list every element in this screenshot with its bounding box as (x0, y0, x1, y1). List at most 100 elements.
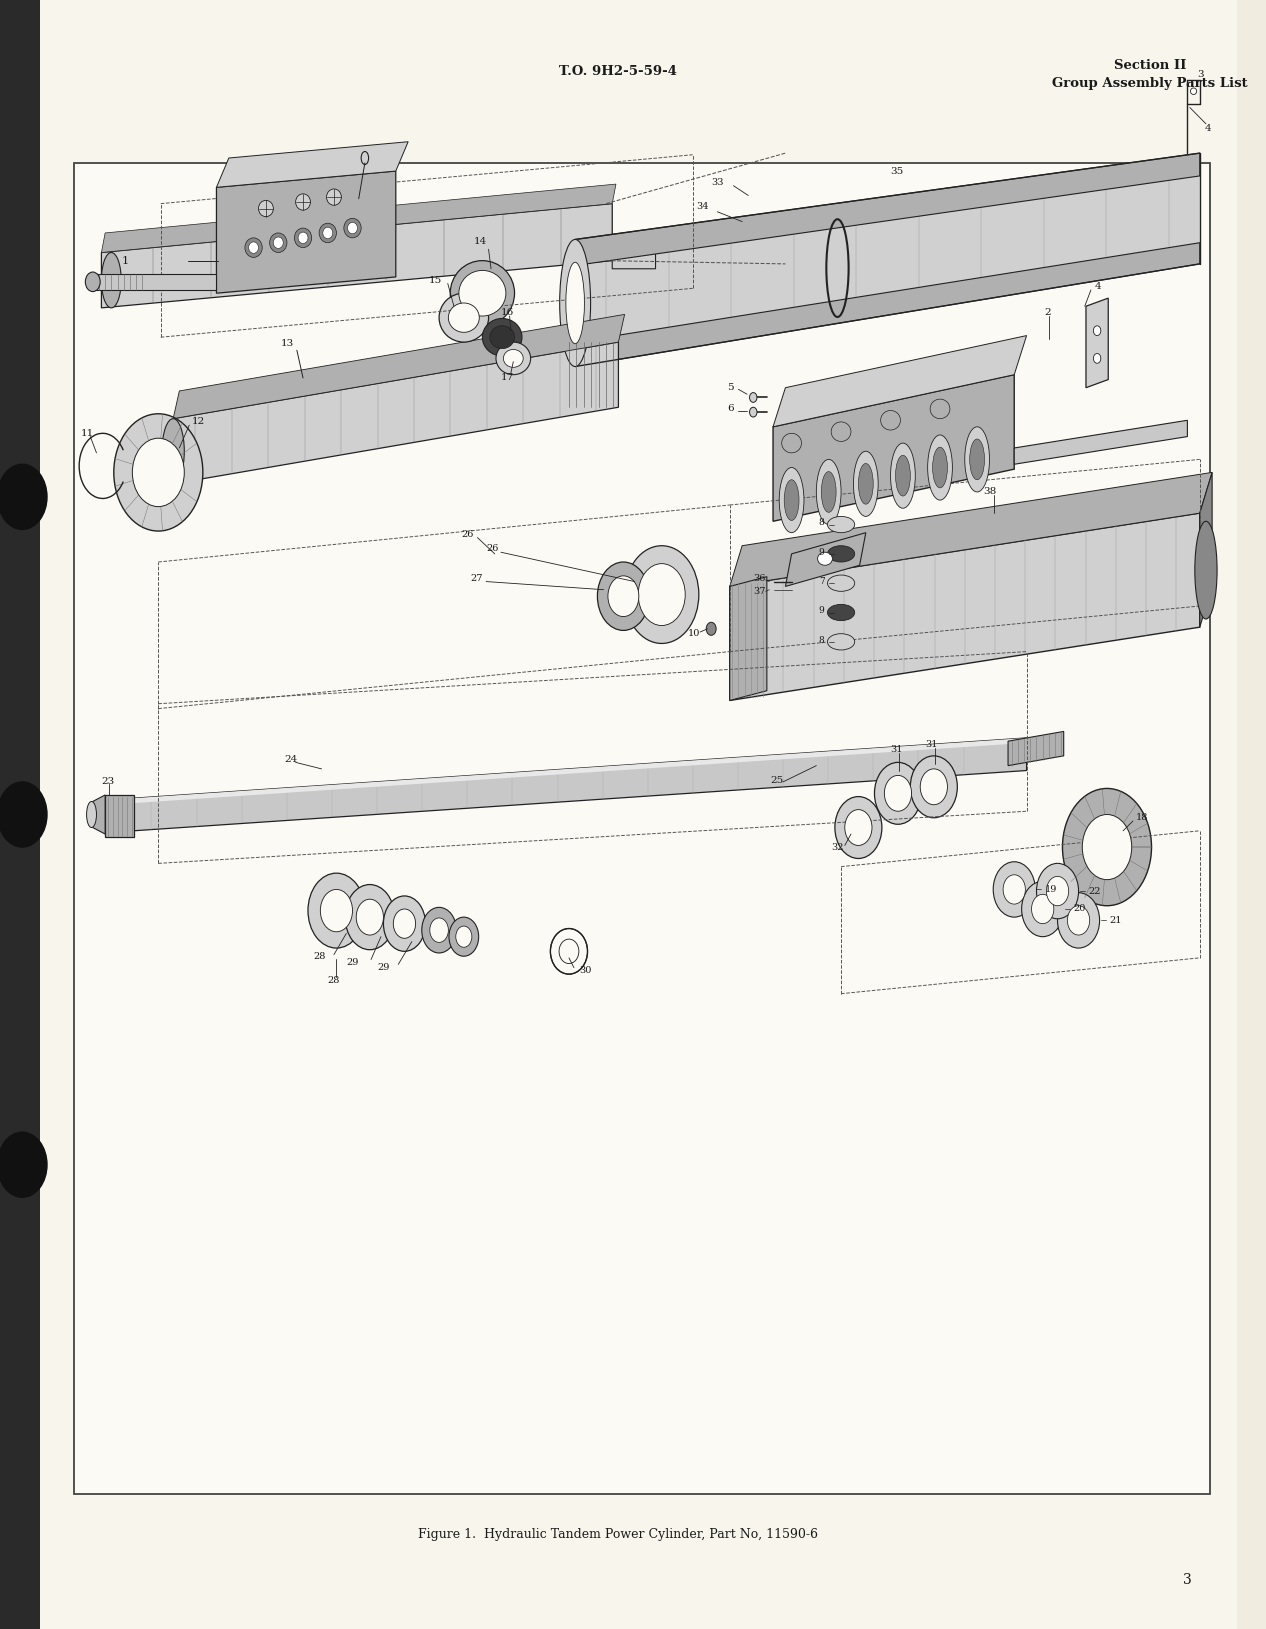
Text: 31: 31 (925, 740, 938, 749)
Ellipse shape (344, 218, 361, 238)
Ellipse shape (608, 577, 639, 616)
Ellipse shape (784, 481, 799, 521)
Ellipse shape (456, 927, 472, 948)
Ellipse shape (327, 189, 342, 205)
Polygon shape (1008, 731, 1063, 766)
Text: 35: 35 (890, 166, 904, 176)
Ellipse shape (706, 622, 717, 635)
Ellipse shape (296, 194, 310, 210)
Polygon shape (1014, 420, 1188, 464)
Ellipse shape (356, 899, 384, 935)
Ellipse shape (1082, 814, 1132, 880)
Polygon shape (785, 533, 866, 586)
Ellipse shape (319, 223, 337, 243)
Ellipse shape (910, 756, 957, 818)
Text: 26: 26 (461, 529, 473, 539)
Ellipse shape (933, 448, 947, 489)
Ellipse shape (1032, 894, 1053, 924)
Polygon shape (613, 241, 656, 269)
Text: 30: 30 (579, 966, 591, 976)
Ellipse shape (320, 889, 352, 932)
Ellipse shape (270, 233, 287, 252)
Ellipse shape (504, 350, 523, 368)
Ellipse shape (834, 797, 882, 858)
Ellipse shape (920, 769, 947, 805)
Ellipse shape (496, 342, 530, 375)
Ellipse shape (828, 516, 855, 533)
Ellipse shape (482, 319, 522, 357)
Text: 14: 14 (473, 236, 487, 246)
Text: 38: 38 (984, 487, 996, 497)
Ellipse shape (451, 261, 514, 326)
Polygon shape (1200, 472, 1212, 627)
Ellipse shape (875, 762, 922, 824)
Text: 23: 23 (101, 777, 115, 787)
Ellipse shape (244, 238, 262, 257)
Ellipse shape (994, 862, 1036, 917)
Text: 7: 7 (819, 577, 824, 586)
Ellipse shape (638, 564, 685, 626)
Text: 24: 24 (285, 754, 298, 764)
Text: 1: 1 (122, 256, 128, 266)
Text: 2: 2 (1044, 308, 1051, 318)
Polygon shape (134, 738, 1027, 831)
Ellipse shape (430, 919, 448, 942)
Text: 3: 3 (1182, 1574, 1191, 1587)
Text: 27: 27 (470, 573, 482, 583)
Ellipse shape (624, 546, 699, 643)
Ellipse shape (1003, 875, 1025, 904)
Ellipse shape (832, 422, 851, 441)
Text: Section II: Section II (1114, 59, 1186, 72)
Polygon shape (173, 314, 624, 419)
Text: 12: 12 (191, 417, 205, 427)
Ellipse shape (858, 463, 874, 505)
Ellipse shape (781, 433, 801, 453)
Polygon shape (92, 795, 105, 834)
Text: 15: 15 (429, 275, 442, 285)
Polygon shape (1086, 298, 1108, 388)
Ellipse shape (931, 399, 950, 419)
Ellipse shape (598, 562, 649, 630)
Ellipse shape (749, 407, 757, 417)
Ellipse shape (248, 243, 258, 252)
Ellipse shape (490, 326, 514, 349)
Ellipse shape (890, 443, 915, 508)
Circle shape (0, 464, 47, 529)
Ellipse shape (970, 440, 985, 481)
Ellipse shape (323, 228, 333, 239)
Text: 34: 34 (696, 202, 709, 212)
Text: 20: 20 (1074, 904, 1086, 914)
Text: 28: 28 (313, 951, 325, 961)
Ellipse shape (1062, 788, 1152, 906)
Circle shape (0, 1132, 47, 1197)
Ellipse shape (85, 272, 100, 292)
Ellipse shape (1047, 876, 1069, 906)
Ellipse shape (1094, 326, 1101, 336)
Ellipse shape (258, 200, 273, 217)
Ellipse shape (394, 909, 415, 938)
Text: 33: 33 (711, 178, 724, 187)
Polygon shape (575, 243, 1200, 367)
Ellipse shape (448, 303, 480, 332)
Text: 8: 8 (819, 635, 824, 645)
Polygon shape (101, 184, 617, 252)
Ellipse shape (1067, 906, 1090, 935)
Text: 5: 5 (727, 383, 734, 393)
Ellipse shape (885, 775, 912, 811)
Ellipse shape (439, 293, 489, 342)
Polygon shape (729, 577, 767, 700)
Ellipse shape (749, 393, 757, 402)
Ellipse shape (295, 228, 311, 248)
Ellipse shape (348, 223, 357, 233)
Ellipse shape (458, 270, 506, 316)
Polygon shape (105, 795, 134, 837)
Ellipse shape (818, 552, 833, 565)
Ellipse shape (844, 810, 872, 845)
Ellipse shape (881, 411, 900, 430)
Text: T.O. 9H2-5-59-4: T.O. 9H2-5-59-4 (560, 65, 677, 78)
Ellipse shape (566, 262, 585, 344)
Text: 16: 16 (501, 308, 514, 318)
Ellipse shape (965, 427, 990, 492)
Text: 22: 22 (1089, 886, 1101, 896)
Text: 25: 25 (771, 775, 784, 785)
